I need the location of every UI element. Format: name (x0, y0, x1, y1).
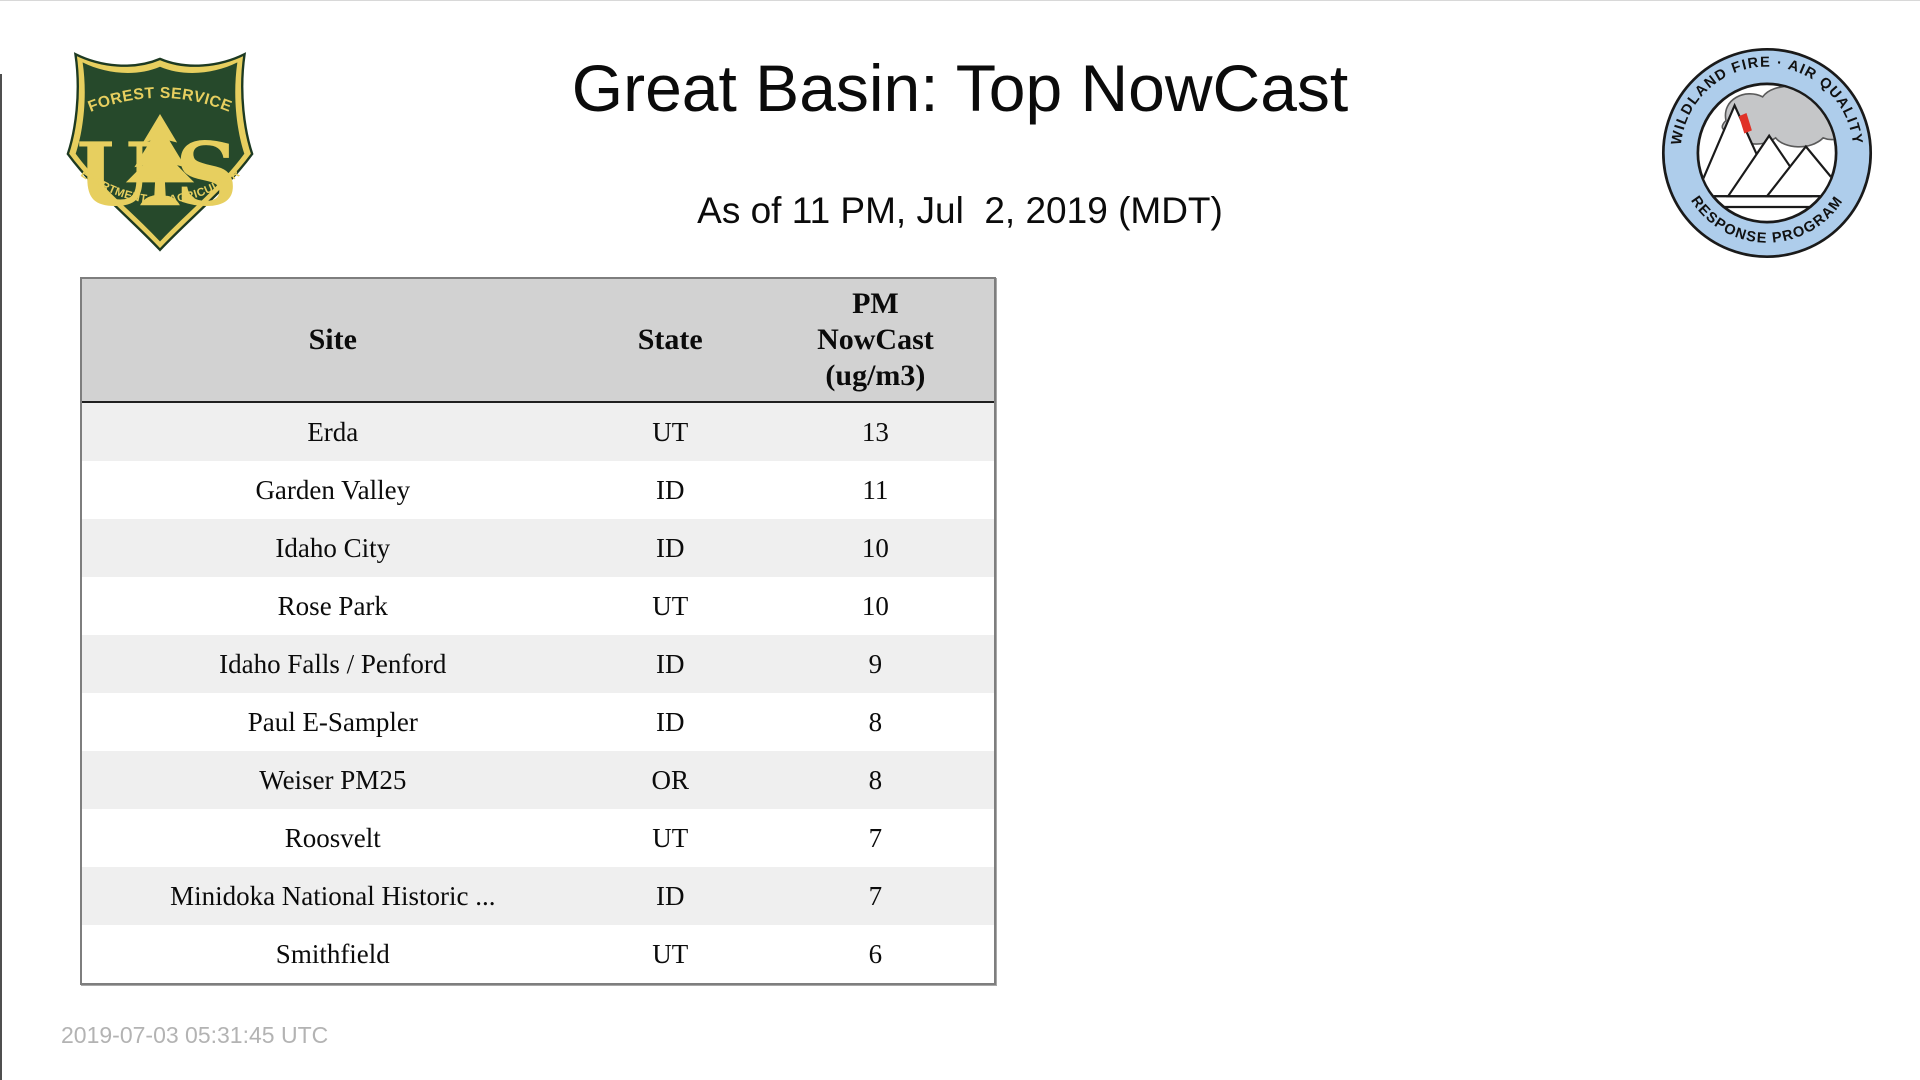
cell-site: Minidoka National Historic ... (170, 880, 496, 911)
column-header-pm-nowcast: PM NowCast (ug/m3) (757, 286, 994, 394)
cell-state: ID (655, 880, 685, 911)
column-header-state: State (637, 323, 703, 356)
cell-state: ID (655, 474, 685, 505)
cell-value: 8 (868, 764, 883, 795)
table-row: Roosvelt UT 7 (82, 809, 994, 867)
cell-site: Idaho Falls / Penford (219, 648, 447, 679)
cell-site: Smithfield (275, 938, 390, 969)
cell-value: 11 (862, 474, 889, 505)
table-body: Erda UT 13 Garden Valley ID 11 Idaho Cit… (82, 403, 994, 983)
generated-timestamp: 2019-07-03 05:31:45 UTC (61, 1022, 329, 1048)
pine-tree-icon (125, 114, 195, 183)
cell-site: Rose Park (277, 590, 388, 621)
table-row: Rose Park UT 10 (82, 577, 994, 635)
table-header-row: Site State PM NowCast (ug/m3) (82, 279, 994, 403)
cell-site: Roosvelt (284, 822, 381, 853)
page-title: Great Basin: Top NowCast (571, 51, 1349, 125)
table-row: Paul E-Sampler ID 8 (82, 693, 994, 751)
cell-state: ID (655, 532, 685, 563)
table-row: Smithfield UT 6 (82, 925, 994, 983)
nowcast-table: Site State PM NowCast (ug/m3) Erda UT 13… (80, 277, 996, 985)
table-row: Idaho Falls / Penford ID 9 (82, 635, 994, 693)
cell-value: 7 (868, 822, 883, 853)
window-left-edge-artifact (0, 74, 2, 1080)
cell-value: 13 (861, 416, 889, 447)
cell-state: UT (652, 938, 689, 969)
cell-state: UT (652, 416, 689, 447)
cell-value: 7 (868, 880, 883, 911)
cell-value: 6 (868, 938, 883, 969)
cell-value: 8 (868, 706, 883, 737)
cell-site: Weiser PM25 (259, 764, 407, 795)
pm-header-line: (ug/m3) (825, 359, 926, 392)
cell-site: Idaho City (275, 532, 391, 563)
wfaqrp-logo-icon: WILDLAND FIRE · AIR QUALITY RESPONSE PRO… (1661, 47, 1873, 259)
cell-state: ID (655, 706, 685, 737)
table-row: Idaho City ID 10 (82, 519, 994, 577)
column-header-site: Site (308, 323, 357, 356)
cell-state: ID (655, 648, 685, 679)
window-top-hairline (0, 0, 1920, 1)
cell-site: Erda (307, 416, 359, 447)
cell-site: Garden Valley (255, 474, 411, 505)
table-row: Garden Valley ID 11 (82, 461, 994, 519)
cell-state: OR (651, 764, 689, 795)
fire-mark-icon (1738, 113, 1752, 134)
cell-value: 10 (861, 532, 889, 563)
pm-header-line: NowCast (817, 323, 934, 356)
page-subtitle: As of 11 PM, Jul 2, 2019 (MDT) (697, 190, 1223, 231)
cell-state: UT (652, 822, 689, 853)
table-row: Weiser PM25 OR 8 (82, 751, 994, 809)
pm-header-line: PM (852, 287, 899, 320)
cell-state: UT (652, 590, 689, 621)
cell-value: 9 (868, 648, 883, 679)
table-row: Minidoka National Historic ... ID 7 (82, 867, 994, 925)
pine-tree-trunk (140, 178, 180, 206)
table-row: Erda UT 13 (82, 403, 994, 461)
cell-site: Paul E-Sampler (247, 706, 418, 737)
forest-service-logo-icon: FOREST SERVICE U S DEPARTMENT OF AGRICUL… (65, 46, 254, 252)
cell-value: 10 (861, 590, 889, 621)
